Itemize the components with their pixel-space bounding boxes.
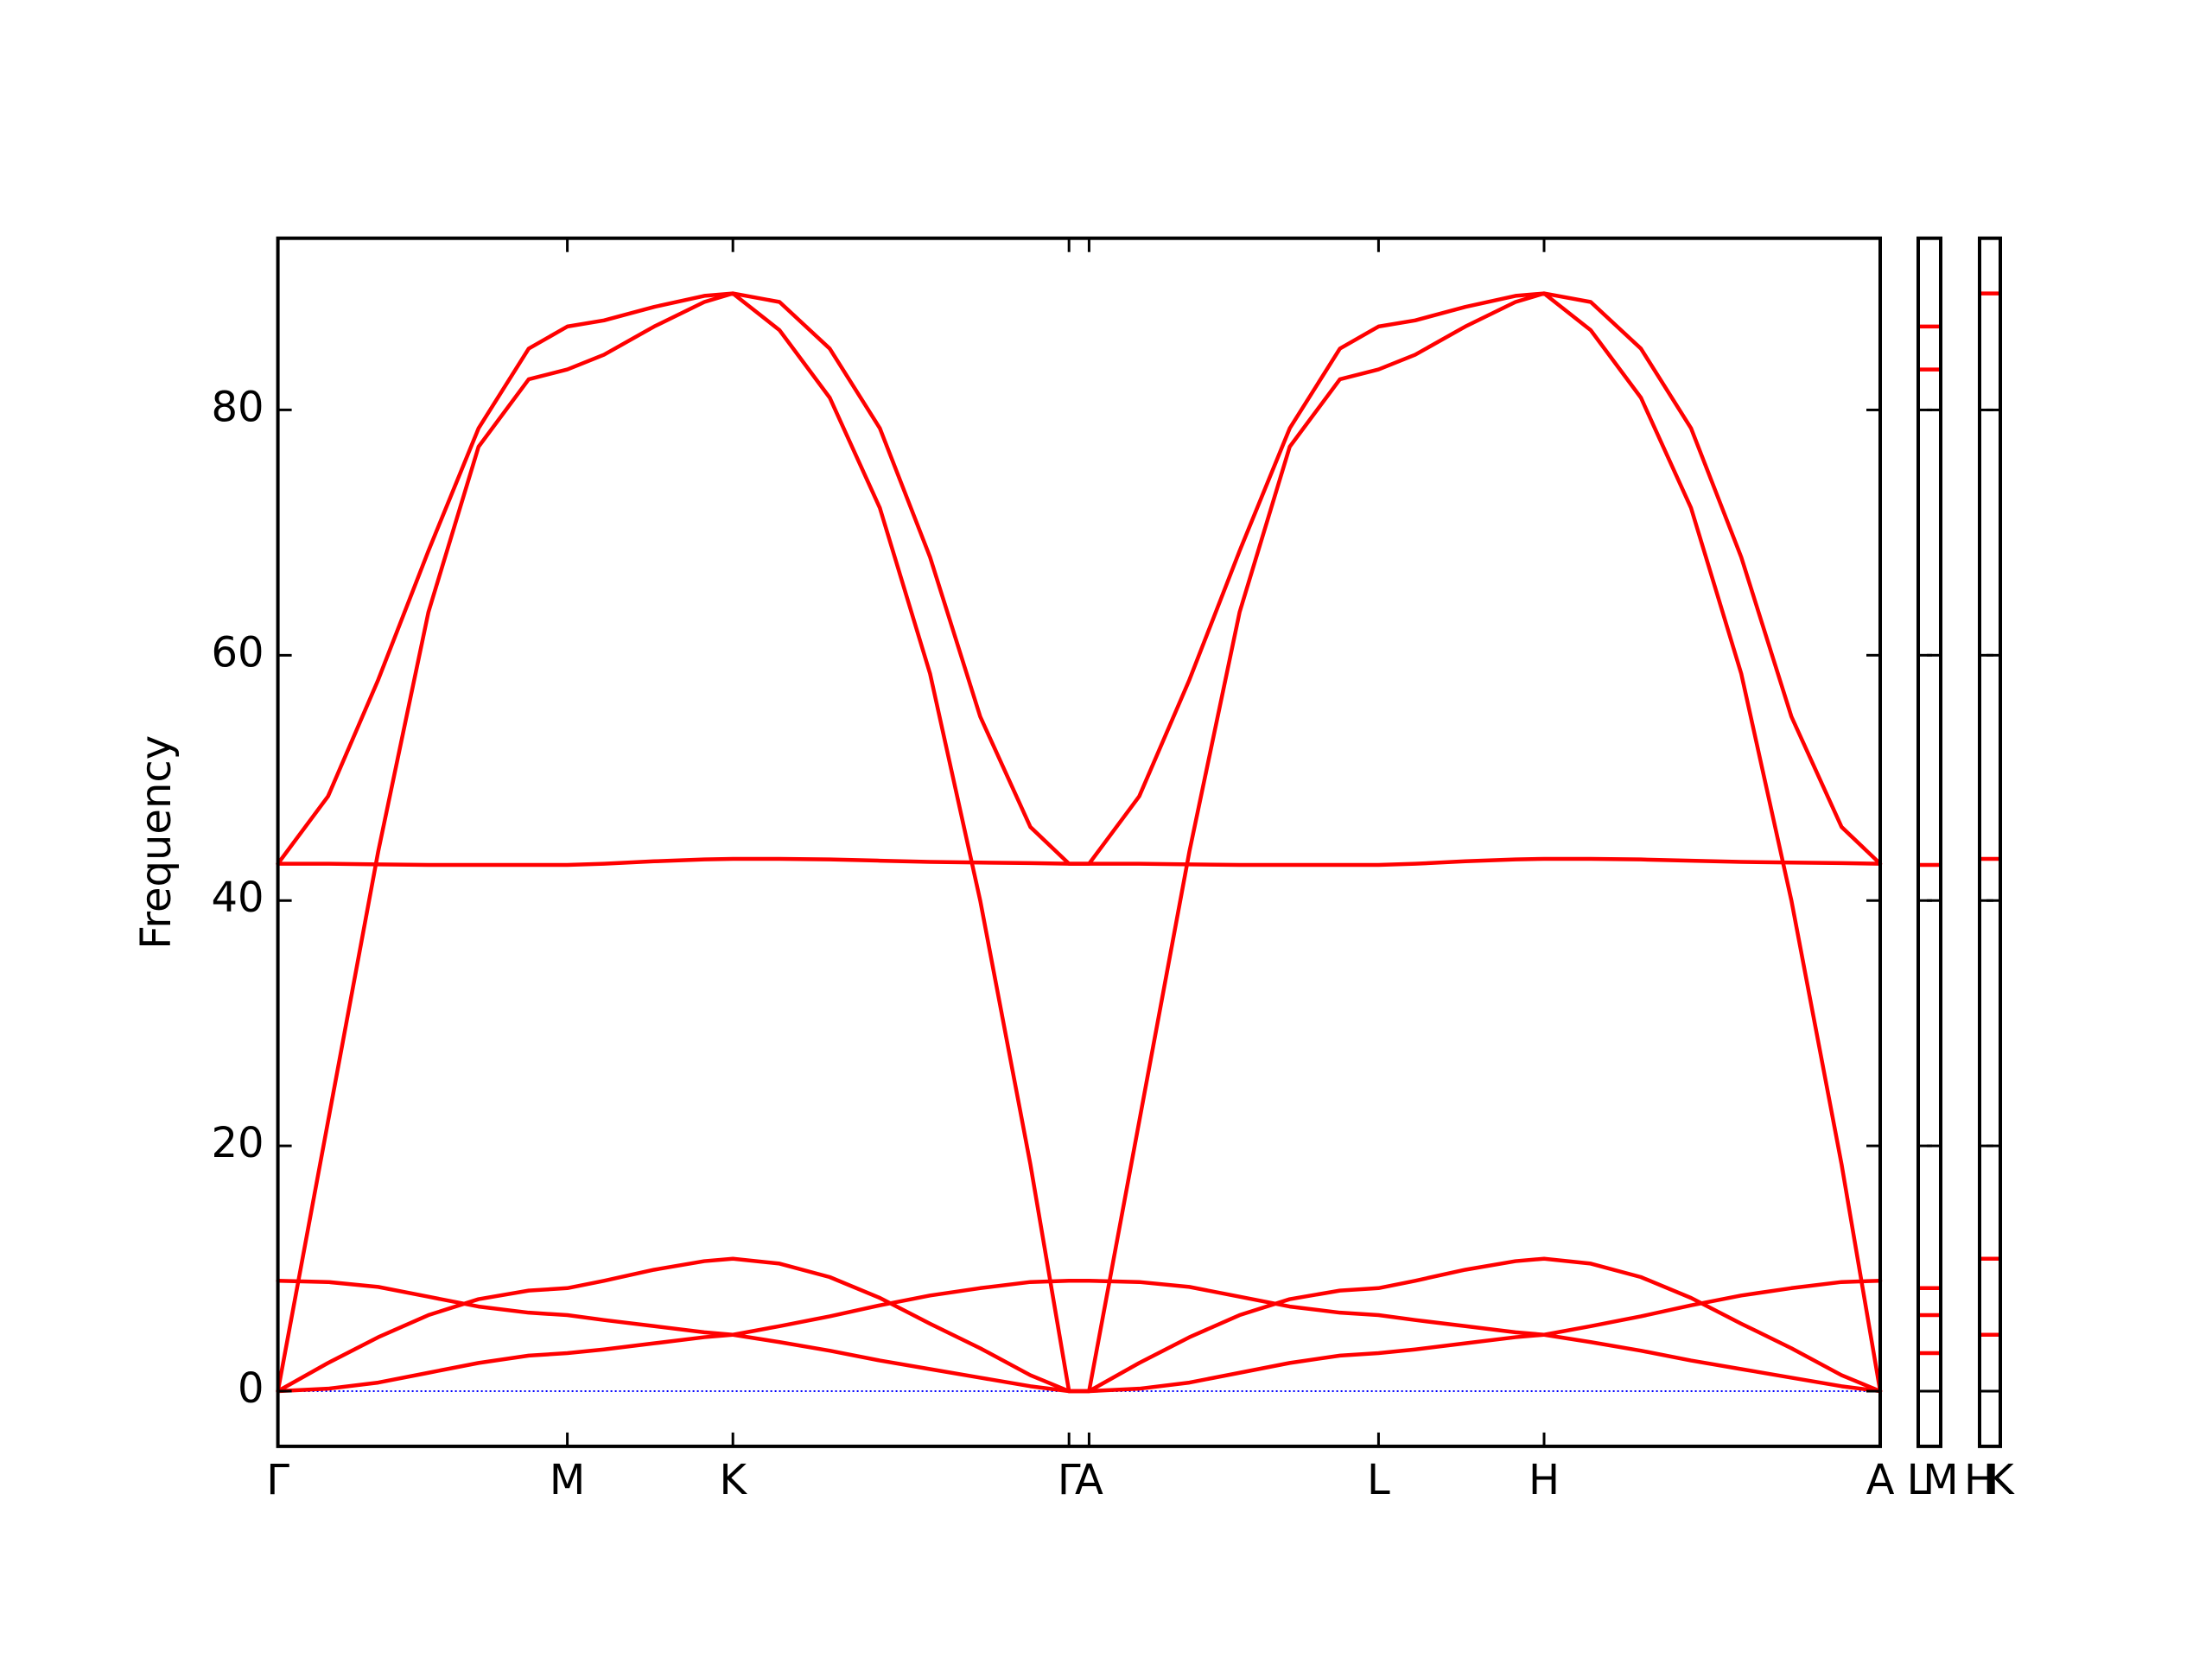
band-line [276, 1256, 1883, 1394]
y-axis-label: Frequency [132, 735, 181, 950]
x-tick-label: Γ [1058, 1456, 1081, 1504]
x-tick-label: K [1986, 1456, 2015, 1504]
x-tick-label: A [1866, 1456, 1895, 1504]
x-tick-label: A [1075, 1456, 1103, 1504]
y-tick-label: 20 [212, 1119, 264, 1167]
x-tick-label: M [550, 1456, 585, 1504]
y-tick-label: 40 [212, 874, 264, 922]
x-tick-label: L [1907, 1456, 1930, 1504]
band-line [276, 1279, 1883, 1394]
x-tick-label: H [1529, 1456, 1560, 1504]
y-tick-label: 0 [238, 1364, 264, 1413]
x-tick-label: Γ [266, 1456, 289, 1504]
x-tick-label: K [719, 1456, 747, 1504]
plot-frame [1978, 236, 2002, 1448]
y-tick-label: 60 [212, 628, 264, 677]
band-line [276, 856, 1883, 868]
x-tick-label: M [1923, 1456, 1958, 1504]
x-tick-label: L [1367, 1456, 1390, 1504]
y-tick-label: 80 [212, 383, 264, 431]
plot-frame [1916, 236, 1942, 1448]
plot-frame [276, 236, 1883, 1448]
x-tick-label: H [1964, 1456, 1995, 1504]
